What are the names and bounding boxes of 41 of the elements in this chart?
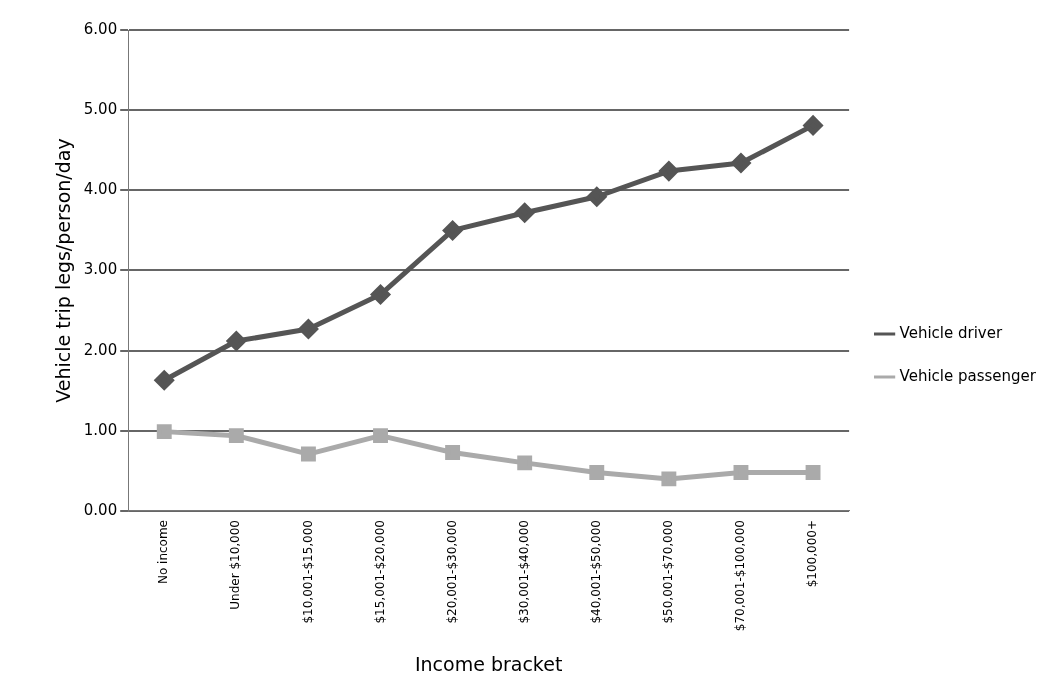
point (445, 445, 461, 460)
point (731, 153, 751, 173)
y-tick-label: 6.00 (83, 19, 118, 38)
point (517, 455, 533, 471)
point (805, 465, 821, 480)
legend-label: Vehicle passenger (899, 366, 1037, 385)
point (661, 471, 677, 487)
point (803, 115, 823, 135)
y-tick-label: 4.00 (83, 180, 118, 199)
y-tick-label: 2.00 (83, 340, 118, 359)
point (156, 424, 172, 440)
point (443, 220, 463, 240)
x-tick-label: $15,001-$20,000 (372, 519, 387, 624)
x-tick-label: Under $10,000 (228, 519, 243, 610)
x-tick-label: $100,000+ (805, 519, 820, 588)
x-tick-label: $50,001-$70,000 (660, 519, 675, 624)
point (659, 161, 679, 181)
x-tick-label: $40,001-$50,000 (588, 519, 603, 624)
point (589, 465, 605, 480)
y-tick-label: 3.00 (83, 260, 118, 279)
x-tick-label: $10,001-$15,000 (300, 519, 315, 624)
y-tick-label: 5.00 (83, 100, 118, 119)
y-tick-label: 0.00 (83, 500, 118, 519)
point (298, 319, 318, 339)
x-tick-label: $20,001-$30,000 (444, 519, 459, 624)
point (226, 331, 246, 351)
point (300, 446, 316, 462)
point (733, 465, 749, 480)
x-tick-label: $30,001-$40,000 (516, 519, 531, 624)
y-axis-title: Vehicle trip legs/person/day (52, 138, 75, 403)
x-tick-label: No income (156, 519, 171, 585)
point (154, 370, 174, 390)
x-tick-label: $70,001-$100,000 (733, 519, 748, 632)
point (371, 285, 391, 305)
y-tick-label: 1.00 (83, 420, 118, 439)
x-axis-title: Income bracket (414, 652, 563, 675)
point (373, 428, 388, 444)
point (587, 187, 607, 207)
point (515, 203, 535, 223)
legend-label: Vehicle driver (899, 323, 1003, 342)
point (228, 428, 244, 444)
